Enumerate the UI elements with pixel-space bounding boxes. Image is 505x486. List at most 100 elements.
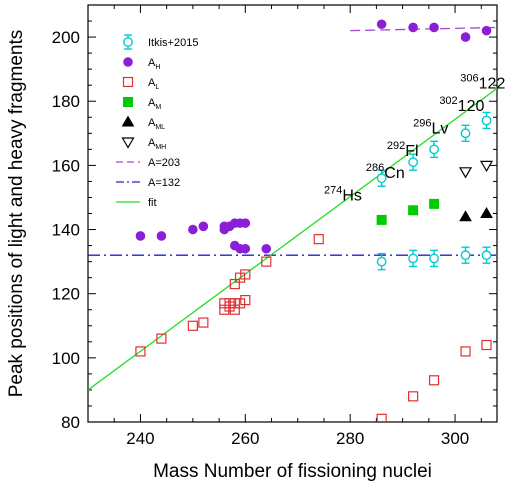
point-itkis (429, 144, 439, 155)
point-AL (376, 413, 387, 422)
point-AL (156, 333, 167, 344)
plot-area (88, 19, 497, 422)
point-AL (261, 256, 272, 267)
legend-marker-AH (123, 57, 133, 67)
x-tick-label: 300 (441, 429, 469, 448)
line-fit (88, 87, 497, 391)
legend-label-base: A (148, 97, 156, 109)
point-AH (156, 231, 167, 241)
nucleus-symbol: Hs (342, 188, 362, 205)
point-AL (224, 301, 235, 312)
y-tick-label: 180 (52, 92, 80, 111)
nucleus-symbol: 120 (458, 98, 485, 115)
legend-label-base: A (148, 77, 156, 89)
y-tick-label: 100 (52, 349, 80, 368)
nucleus-symbol: Lv (431, 120, 448, 137)
point-AH (460, 32, 471, 42)
legend-label-AML: AML (148, 117, 165, 131)
legend-label-sub: M (155, 104, 161, 111)
point-itkis (460, 250, 471, 261)
nucleus-mass: 274 (324, 185, 342, 197)
point-AH (198, 221, 209, 232)
point-itkis (376, 256, 387, 267)
point-itkis (481, 250, 492, 261)
y-axis-title: Peak positions of light and heavy fragme… (6, 30, 27, 398)
y-tick-label: 120 (52, 285, 80, 304)
point-AL (135, 346, 146, 357)
point-AL (428, 375, 440, 386)
point-AL (234, 298, 246, 309)
legend-label-A203: A=203 (148, 157, 180, 169)
legend-label-sub: MH (155, 144, 166, 151)
point-AMH (479, 160, 494, 173)
legend-label-fit: fit (148, 197, 157, 209)
x-axis-title: Mass Number of fissioning nuclei (153, 461, 432, 482)
legend (116, 34, 140, 203)
point-AL (224, 298, 235, 309)
point-AMH (458, 167, 473, 179)
point-AM (429, 198, 440, 209)
point-itkis (408, 253, 419, 264)
point-AL (481, 339, 492, 351)
nucleus-symbol: Fl (405, 143, 418, 160)
point-AH (408, 22, 418, 33)
legend-marker-itkis (123, 37, 133, 47)
legend-marker-AM (123, 97, 133, 107)
legend-label-AMH: AMH (148, 137, 166, 151)
legend-marker-AL (122, 76, 134, 88)
nucleus-symbol: 122 (479, 75, 505, 92)
legend-marker-AML (121, 115, 135, 127)
legend-label-AH: AH (148, 57, 160, 71)
point-AH (481, 25, 492, 36)
point-itkis (460, 128, 471, 139)
point-AH (261, 243, 272, 254)
x-tick-label: 240 (126, 429, 154, 448)
point-AL (229, 304, 240, 315)
legend-marker-AMH (121, 137, 135, 149)
point-AH (429, 22, 439, 33)
point-itkis (376, 173, 387, 184)
legend-label-sub: H (155, 64, 160, 71)
legend-label-AM: AM (148, 97, 161, 111)
point-itkis (481, 115, 492, 126)
point-AL (234, 272, 246, 283)
nucleus-label-306122: 306122 (460, 72, 505, 92)
nucleus-mass: 306 (460, 72, 478, 84)
point-AH (188, 224, 198, 235)
point-itkis (429, 253, 439, 264)
point-itkis (408, 157, 419, 168)
point-AML (459, 210, 472, 222)
point-AL (219, 298, 230, 309)
point-AM (376, 214, 387, 225)
legend-label-AL: AL (148, 77, 159, 91)
line-A203 (350, 26, 497, 32)
nucleus-label-286Cn: 286Cn (366, 162, 405, 182)
nucleus-label-302120: 302120 (439, 95, 484, 115)
point-AML (480, 207, 493, 218)
point-AL (408, 391, 419, 402)
point-AL (240, 295, 251, 306)
point-AM (408, 205, 419, 216)
point-AH (135, 231, 146, 241)
point-AH (240, 218, 251, 228)
y-tick-label: 200 (52, 28, 80, 47)
point-AL (460, 346, 471, 357)
point-AL (313, 234, 324, 245)
point-AL (240, 269, 251, 280)
legend-label-A132: A=132 (148, 177, 180, 189)
point-AL (198, 317, 209, 328)
x-tick-label: 260 (231, 429, 259, 448)
legend-label-sub: ML (155, 124, 165, 131)
point-AL (219, 304, 230, 315)
nucleus-mass: 296 (413, 117, 431, 129)
point-AH (240, 243, 251, 254)
x-tick-label: 280 (336, 429, 364, 448)
nucleus-symbol: Cn (384, 165, 404, 182)
legend-label-itkis: Itkis+2015 (148, 37, 198, 49)
y-tick-label: 140 (52, 221, 80, 240)
y-tick-label: 80 (61, 413, 80, 432)
nucleus-mass: 292 (387, 140, 405, 152)
nucleus-label-292Fl: 292Fl (387, 140, 419, 160)
nucleus-label-274Hs: 274Hs (324, 185, 362, 205)
